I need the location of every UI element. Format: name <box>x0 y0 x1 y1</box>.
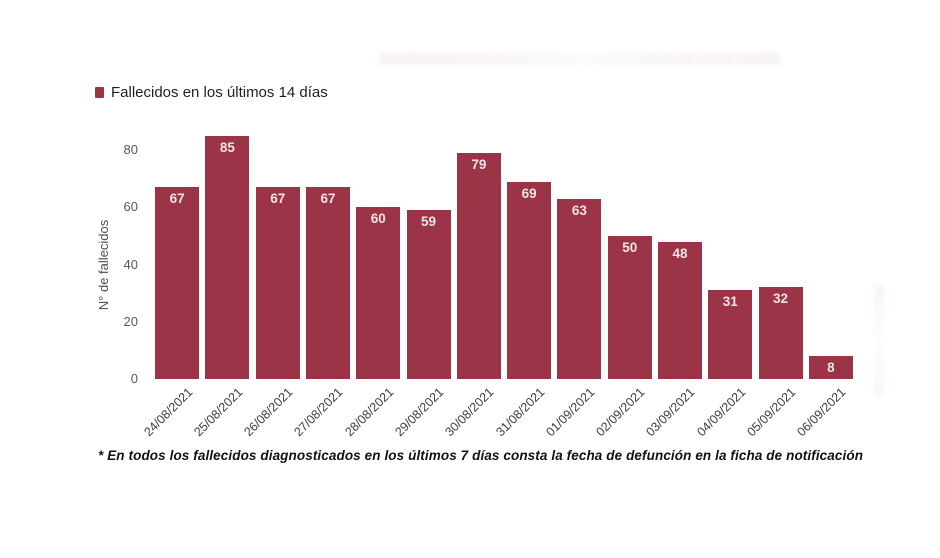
bar: 85 <box>205 135 250 379</box>
bar: 31 <box>708 290 753 379</box>
x-tick-label: 03/09/2021 <box>643 385 698 440</box>
bar: 60 <box>356 207 401 379</box>
bar-value-label: 85 <box>219 139 235 155</box>
bar: 32 <box>758 287 803 379</box>
legend-swatch-icon <box>95 87 104 98</box>
erased-text-artifact <box>874 285 884 395</box>
bar: 59 <box>406 210 451 379</box>
x-tick-label: 24/08/2021 <box>140 385 196 440</box>
bar: 69 <box>507 181 552 379</box>
y-tick-label: 60 <box>123 199 138 215</box>
bar-value-label: 60 <box>370 211 386 227</box>
y-tick-label: 80 <box>123 142 138 157</box>
bar: 67 <box>255 187 300 379</box>
y-tick-label: 0 <box>130 371 138 386</box>
bar: 79 <box>456 152 501 379</box>
bar-value-label: 67 <box>270 191 286 207</box>
bar: 50 <box>607 235 652 379</box>
y-tick-label: 20 <box>123 313 138 329</box>
plot-area: 67 85 67 67 60 59 79 69 63 50 48 31 32 8 <box>152 119 856 379</box>
erased-text-artifact <box>380 53 780 65</box>
bar-value-label: 63 <box>571 202 587 218</box>
legend-label: Fallecidos en los últimos 14 días <box>111 84 328 101</box>
x-tick-label: 26/08/2021 <box>241 385 296 440</box>
x-tick-label: 31/08/2021 <box>492 385 548 440</box>
x-axis-labels: 24/08/2021 25/08/2021 26/08/2021 27/08/2021… <box>141 385 856 447</box>
x-tick-label: 06/09/2021 <box>794 385 849 440</box>
bar-value-label: 59 <box>421 214 437 230</box>
x-tick-label: 02/09/2021 <box>593 385 648 440</box>
bar: 48 <box>658 241 702 379</box>
bar-value-label: 31 <box>722 294 738 310</box>
bar-value-label: 79 <box>471 156 487 172</box>
x-tick-label: 29/08/2021 <box>392 385 447 440</box>
bar: 67 <box>155 187 200 379</box>
bar: 8 <box>808 356 853 379</box>
x-tick-label: 04/09/2021 <box>694 385 749 440</box>
bar-value-label: 48 <box>672 245 688 261</box>
y-tick-label: 40 <box>123 256 138 272</box>
bar-value-label: 67 <box>320 191 336 207</box>
bar: 67 <box>306 187 350 379</box>
legend: Fallecidos en los últimos 14 días <box>95 84 328 101</box>
x-tick-label: 28/08/2021 <box>342 385 397 440</box>
x-tick-label: 27/08/2021 <box>291 385 346 440</box>
bar: 63 <box>557 198 602 379</box>
footnote: * En todos los fallecidos diagnosticados… <box>98 448 864 463</box>
bar-value-label: 50 <box>622 239 638 255</box>
x-tick-label: 05/09/2021 <box>744 385 799 440</box>
bar-value-label: 69 <box>521 185 537 201</box>
x-tick-label: 25/08/2021 <box>191 385 246 440</box>
x-tick-label: 01/09/2021 <box>543 385 598 440</box>
x-tick-label: 30/08/2021 <box>442 385 497 440</box>
bar-value-label: 67 <box>169 191 185 207</box>
bar-value-label: 8 <box>827 360 835 376</box>
bar-value-label: 32 <box>773 291 789 307</box>
